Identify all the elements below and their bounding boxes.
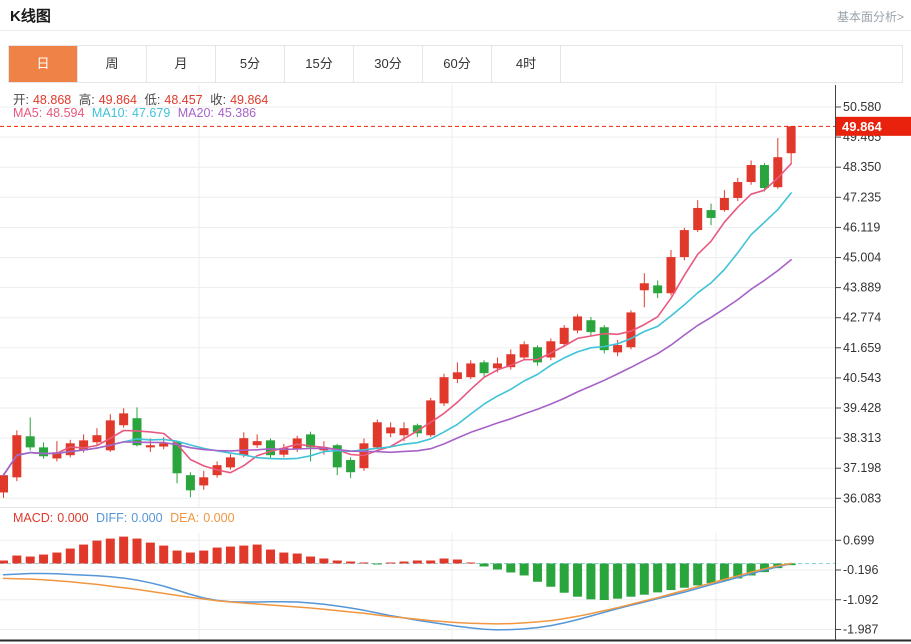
tab-60min[interactable]: 60分: [423, 46, 492, 82]
svg-text:41.659: 41.659: [843, 341, 881, 355]
svg-text:39.428: 39.428: [843, 401, 881, 415]
svg-text:42.774: 42.774: [843, 311, 881, 325]
chart-header: K线图 基本面分析>: [0, 0, 911, 31]
svg-text:49.864: 49.864: [842, 119, 883, 134]
tab-5min[interactable]: 5分: [216, 46, 285, 82]
svg-text:-0.196: -0.196: [843, 563, 878, 577]
macd-panel[interactable]: 0.699 -0.196 -1.092 -1.987: [0, 533, 911, 642]
kline-macd-canvas[interactable]: 50.58049.46548.35047.23546.11945.00443.8…: [0, 83, 911, 644]
svg-text:38.313: 38.313: [843, 431, 881, 445]
svg-text:37.198: 37.198: [843, 461, 881, 475]
svg-text:50.580: 50.580: [843, 100, 881, 114]
svg-text:43.889: 43.889: [843, 281, 881, 295]
svg-text:45.004: 45.004: [843, 251, 881, 265]
tab-bar-filler: [561, 46, 902, 82]
interval-tab-bar: 日 周 月 5分 15分 30分 60分 4时: [8, 45, 903, 83]
svg-text:0.699: 0.699: [843, 533, 874, 547]
tab-month[interactable]: 月: [147, 46, 216, 82]
tab-30min[interactable]: 30分: [354, 46, 423, 82]
tab-week[interactable]: 周: [78, 46, 147, 82]
main-candle-panel[interactable]: 50.58049.46548.35047.23546.11945.00443.8…: [0, 85, 911, 641]
svg-text:-1.092: -1.092: [843, 593, 878, 607]
page-title: K线图: [10, 8, 51, 25]
svg-text:48.350: 48.350: [843, 160, 881, 174]
svg-text:46.119: 46.119: [843, 220, 880, 234]
tab-15min[interactable]: 15分: [285, 46, 354, 82]
svg-text:-1.987: -1.987: [843, 622, 878, 636]
tab-day[interactable]: 日: [9, 46, 78, 82]
fundamental-analysis-link[interactable]: 基本面分析>: [836, 10, 904, 24]
svg-text:36.083: 36.083: [843, 491, 881, 505]
svg-text:40.543: 40.543: [843, 371, 881, 385]
svg-text:47.235: 47.235: [843, 190, 881, 204]
tab-4hour[interactable]: 4时: [492, 46, 561, 82]
